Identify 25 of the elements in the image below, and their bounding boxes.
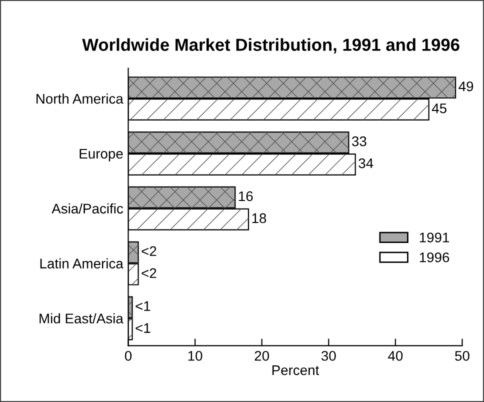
data-label: <1 [136,301,150,311]
x-axis-title: Percent [272,365,320,376]
data-label: 16 [238,191,253,202]
y-tick-label: Mid East/Asia [40,313,124,324]
legend-label: 1996 [420,252,450,262]
y-tick-label: Europe [80,148,123,162]
x-tick-label: 40 [388,350,403,361]
x-tick-label: 50 [455,350,470,361]
data-label: 18 [252,213,266,224]
y-tick-label: Asia/Pacific [52,203,124,214]
x-tick-label: 30 [321,350,336,361]
data-label: 33 [352,136,366,146]
data-label: 45 [432,104,446,114]
x-tick-label: 10 [188,350,202,361]
legend-label: 1991 [420,232,450,242]
data-label: <2 [142,246,156,256]
data-label: <2 [142,268,156,278]
data-label: <1 [136,323,150,333]
y-tick-label: Latin America [40,258,124,268]
chart-title: Worldwide Market Distribution, 1991 and 1996 [82,38,460,54]
x-tick-label: 0 [124,350,132,361]
data-label: 34 [358,158,374,168]
data-label: 49 [458,81,474,92]
x-tick-label: 20 [254,350,270,361]
y-tick-label: North America [36,94,124,104]
